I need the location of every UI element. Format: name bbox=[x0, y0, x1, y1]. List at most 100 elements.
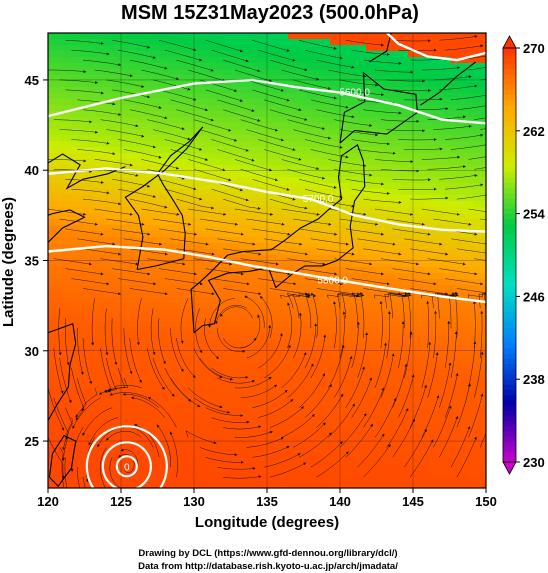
heat-cell bbox=[420, 69, 426, 75]
heat-cell bbox=[462, 57, 468, 63]
heat-cell bbox=[366, 207, 372, 213]
heat-cell bbox=[270, 249, 276, 255]
heat-cell bbox=[144, 189, 150, 195]
heat-cell bbox=[312, 279, 318, 285]
heat-cell bbox=[300, 255, 306, 261]
heat-cell bbox=[240, 267, 246, 273]
heat-cell bbox=[468, 57, 474, 63]
heat-cell bbox=[420, 261, 426, 267]
heat-cell bbox=[372, 261, 378, 267]
heat-cell bbox=[192, 213, 198, 219]
heat-cell bbox=[354, 369, 360, 375]
heat-cell bbox=[78, 231, 84, 237]
heat-cell bbox=[444, 315, 450, 321]
heat-cell bbox=[462, 375, 468, 381]
heat-cell bbox=[120, 189, 126, 195]
heat-cell bbox=[384, 105, 390, 111]
heat-cell bbox=[126, 111, 132, 117]
heat-cell bbox=[108, 123, 114, 129]
heat-cell bbox=[90, 273, 96, 279]
heat-cell bbox=[162, 309, 168, 315]
heat-cell bbox=[312, 93, 318, 99]
heat-cell bbox=[432, 387, 438, 393]
heat-cell bbox=[372, 339, 378, 345]
heat-cell bbox=[348, 165, 354, 171]
heat-cell bbox=[276, 87, 282, 93]
heat-cell bbox=[186, 63, 192, 69]
heat-cell bbox=[48, 435, 54, 441]
heat-cell bbox=[150, 363, 156, 369]
heat-cell bbox=[210, 297, 216, 303]
heat-cell bbox=[378, 327, 384, 333]
heat-cell bbox=[192, 333, 198, 339]
heat-cell bbox=[294, 339, 300, 345]
heat-cell bbox=[228, 213, 234, 219]
heat-cell bbox=[90, 135, 96, 141]
heat-cell bbox=[204, 207, 210, 213]
heat-cell bbox=[288, 171, 294, 177]
heat-cell bbox=[312, 171, 318, 177]
heat-cell bbox=[156, 219, 162, 225]
heat-cell bbox=[336, 363, 342, 369]
heat-cell bbox=[390, 219, 396, 225]
heat-cell bbox=[444, 243, 450, 249]
heat-cell bbox=[414, 165, 420, 171]
heat-cell bbox=[114, 105, 120, 111]
heat-cell bbox=[246, 411, 252, 417]
heat-cell bbox=[84, 441, 90, 447]
heat-cell bbox=[366, 189, 372, 195]
heat-cell bbox=[132, 75, 138, 81]
heat-cell bbox=[168, 345, 174, 351]
heat-cell bbox=[372, 315, 378, 321]
heat-cell bbox=[300, 423, 306, 429]
heat-cell bbox=[114, 411, 120, 417]
heat-cell bbox=[300, 63, 306, 69]
heat-cell bbox=[174, 441, 180, 447]
heat-cell bbox=[372, 357, 378, 363]
heat-cell bbox=[480, 369, 486, 375]
heat-cell bbox=[318, 255, 324, 261]
heat-cell bbox=[132, 183, 138, 189]
heat-cell bbox=[306, 147, 312, 153]
heat-cell bbox=[360, 363, 366, 369]
heat-cell bbox=[96, 69, 102, 75]
heat-cell bbox=[390, 147, 396, 153]
heat-cell bbox=[132, 291, 138, 297]
heat-cell bbox=[420, 315, 426, 321]
heat-cell bbox=[438, 375, 444, 381]
heat-cell bbox=[126, 261, 132, 267]
heat-cell bbox=[84, 273, 90, 279]
heat-cell bbox=[216, 363, 222, 369]
heat-cell bbox=[276, 153, 282, 159]
heat-cell bbox=[84, 105, 90, 111]
heat-cell bbox=[258, 219, 264, 225]
heat-cell bbox=[324, 381, 330, 387]
heat-cell bbox=[234, 195, 240, 201]
heat-cell bbox=[204, 225, 210, 231]
heat-cell bbox=[234, 237, 240, 243]
heat-cell bbox=[72, 399, 78, 405]
heat-cell bbox=[390, 123, 396, 129]
heat-cell bbox=[102, 393, 108, 399]
heat-cell bbox=[144, 171, 150, 177]
heat-cell bbox=[138, 327, 144, 333]
heat-cell bbox=[342, 225, 348, 231]
heat-cell bbox=[354, 327, 360, 333]
heat-cell bbox=[282, 225, 288, 231]
heat-cell bbox=[270, 345, 276, 351]
heat-cell bbox=[330, 153, 336, 159]
heat-cell bbox=[180, 267, 186, 273]
heat-cell bbox=[456, 189, 462, 195]
heat-cell bbox=[84, 267, 90, 273]
heat-cell bbox=[300, 417, 306, 423]
heat-cell bbox=[120, 93, 126, 99]
heat-cell bbox=[222, 351, 228, 357]
heat-cell bbox=[360, 369, 366, 375]
heat-cell bbox=[90, 189, 96, 195]
heat-cell bbox=[186, 207, 192, 213]
heat-cell bbox=[354, 147, 360, 153]
heat-cell bbox=[228, 51, 234, 57]
heat-cell bbox=[192, 279, 198, 285]
heat-cell bbox=[396, 105, 402, 111]
heat-cell bbox=[270, 261, 276, 267]
